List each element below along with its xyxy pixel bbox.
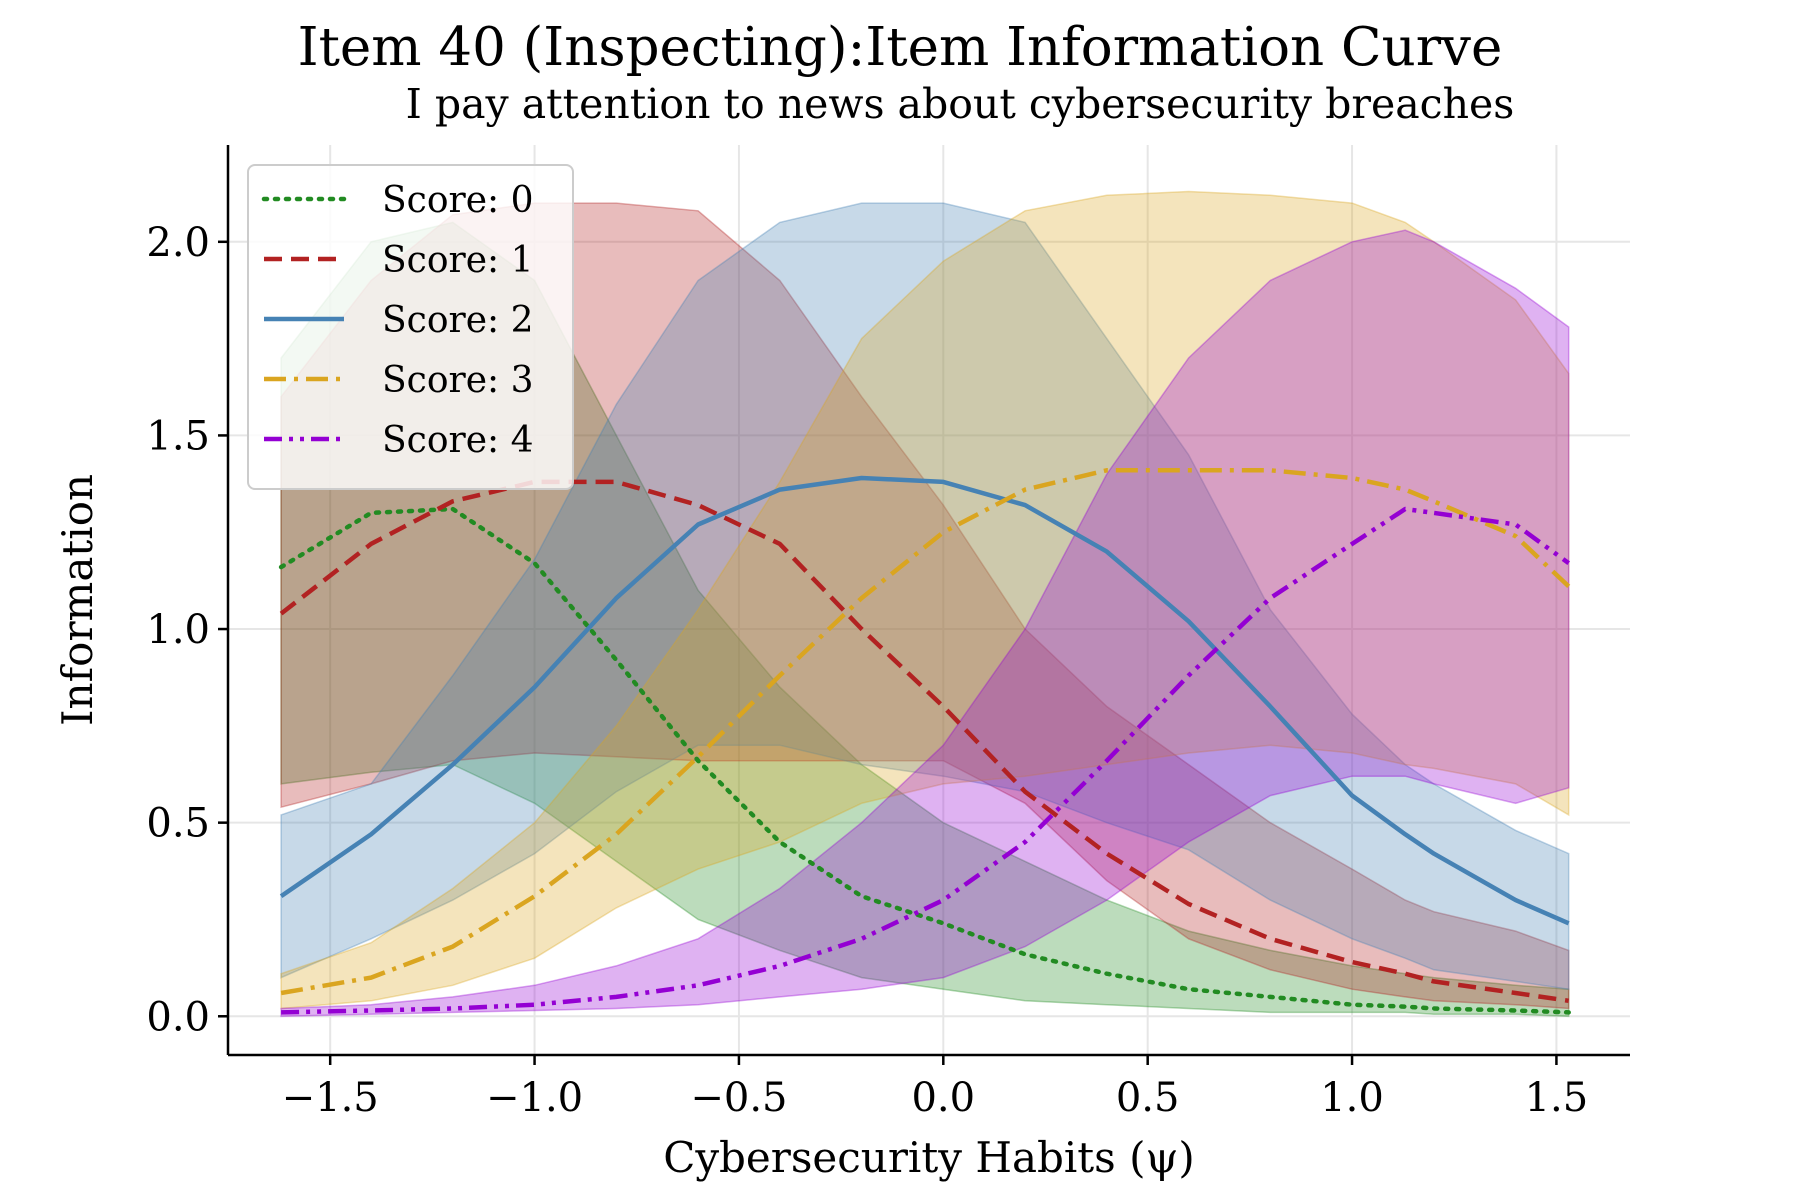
y-tick-label: 1.5 [146, 413, 210, 459]
series-line-score-0 [278, 506, 1571, 1015]
x-axis-label: Cybersecurity Habits (ψ) [663, 1133, 1195, 1182]
x-tick-label: 0.0 [911, 1075, 975, 1121]
legend-label-score-1: Score: 1 [382, 240, 534, 281]
x-tick-label: −1.5 [282, 1075, 379, 1121]
confidence-band-score-0 [280, 221, 1570, 1018]
confidence-band-score-2 [280, 202, 1570, 991]
confidence-bands [280, 190, 1570, 1018]
grid [228, 145, 1630, 1055]
confidence-band-score-3 [280, 190, 1570, 1010]
axes [218, 145, 1630, 1065]
y-tick-label: 1.0 [146, 607, 210, 653]
chart-subtitle: I pay attention to news about cybersecur… [405, 80, 1515, 128]
y-tick-label: 0.0 [146, 994, 210, 1040]
legend-box [247, 164, 574, 490]
legend: Score: 0 Score: 1 Score: 2 Score: 3 Score: 4 [247, 164, 574, 490]
x-tick-label: 0.5 [1116, 1075, 1180, 1121]
legend-label-score-2: Score: 2 [382, 300, 534, 341]
y-tick-label: 0.5 [146, 801, 210, 847]
series-line-score-3 [280, 468, 1571, 996]
chart-title: Item 40 (Inspecting):Item Information Cu… [297, 17, 1503, 78]
legend-label-score-4: Score: 4 [382, 420, 534, 461]
y-axis-label: Information [53, 474, 102, 726]
series-line-score-2 [279, 475, 1570, 926]
confidence-band-score-4 [280, 229, 1570, 1018]
series-line-score-4 [281, 506, 1571, 1015]
x-tick-label: 1.5 [1525, 1075, 1589, 1121]
x-tick-label: 1.0 [1320, 1075, 1384, 1121]
x-tick-label: −0.5 [690, 1075, 787, 1121]
tick-labels: −1.5 −1.0 −0.5 0.0 0.5 1.0 1.5 0.0 0.5 1.0 1.5 2.0 [146, 220, 1588, 1121]
y-tick-label: 2.0 [146, 220, 210, 266]
legend-label-score-0: Score: 0 [382, 180, 534, 221]
x-tick-label: −1.0 [486, 1075, 583, 1121]
legend-label-score-3: Score: 3 [382, 360, 534, 401]
series-lines [278, 468, 1571, 1015]
